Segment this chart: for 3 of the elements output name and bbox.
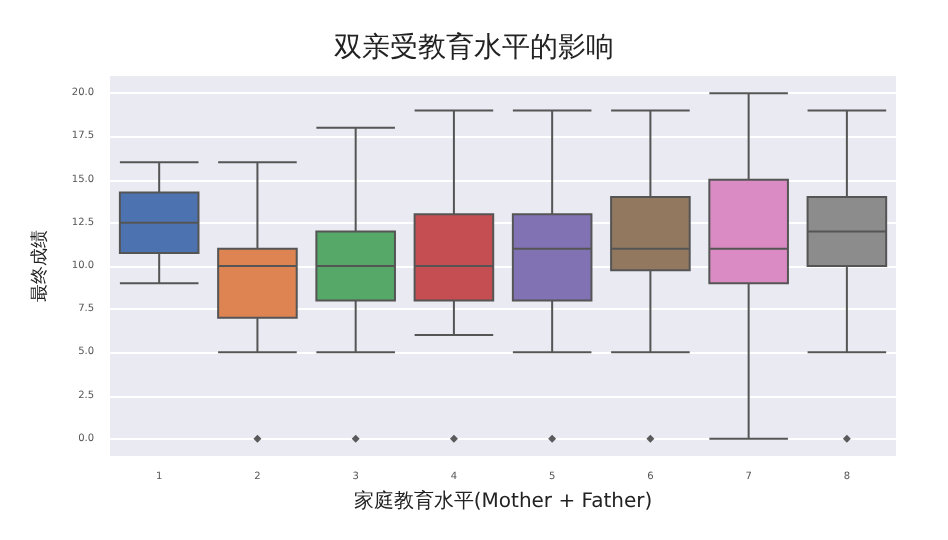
chart-title: 双亲受教育水平的影响 [334, 30, 614, 64]
y-axis-title: 最终成绩 [29, 230, 51, 302]
x-axis-title: 家庭教育水平(Mother + Father) [353, 489, 653, 513]
